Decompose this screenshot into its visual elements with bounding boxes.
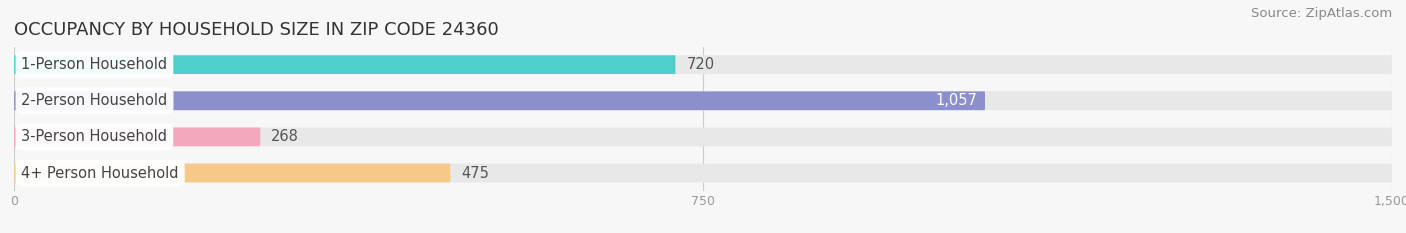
Text: 2-Person Household: 2-Person Household: [21, 93, 167, 108]
Text: 1-Person Household: 1-Person Household: [21, 57, 167, 72]
FancyBboxPatch shape: [14, 164, 1392, 182]
FancyBboxPatch shape: [14, 127, 1392, 146]
FancyBboxPatch shape: [14, 91, 1392, 110]
FancyBboxPatch shape: [14, 55, 1392, 74]
FancyBboxPatch shape: [14, 164, 450, 182]
FancyBboxPatch shape: [14, 127, 260, 146]
Text: Source: ZipAtlas.com: Source: ZipAtlas.com: [1251, 7, 1392, 20]
Text: 1,057: 1,057: [936, 93, 977, 108]
FancyBboxPatch shape: [14, 91, 986, 110]
FancyBboxPatch shape: [14, 55, 675, 74]
Text: OCCUPANCY BY HOUSEHOLD SIZE IN ZIP CODE 24360: OCCUPANCY BY HOUSEHOLD SIZE IN ZIP CODE …: [14, 21, 499, 39]
Text: 4+ Person Household: 4+ Person Household: [21, 165, 179, 181]
Text: 3-Person Household: 3-Person Household: [21, 129, 167, 144]
Text: 475: 475: [461, 165, 489, 181]
Text: 720: 720: [686, 57, 714, 72]
Text: 268: 268: [271, 129, 299, 144]
